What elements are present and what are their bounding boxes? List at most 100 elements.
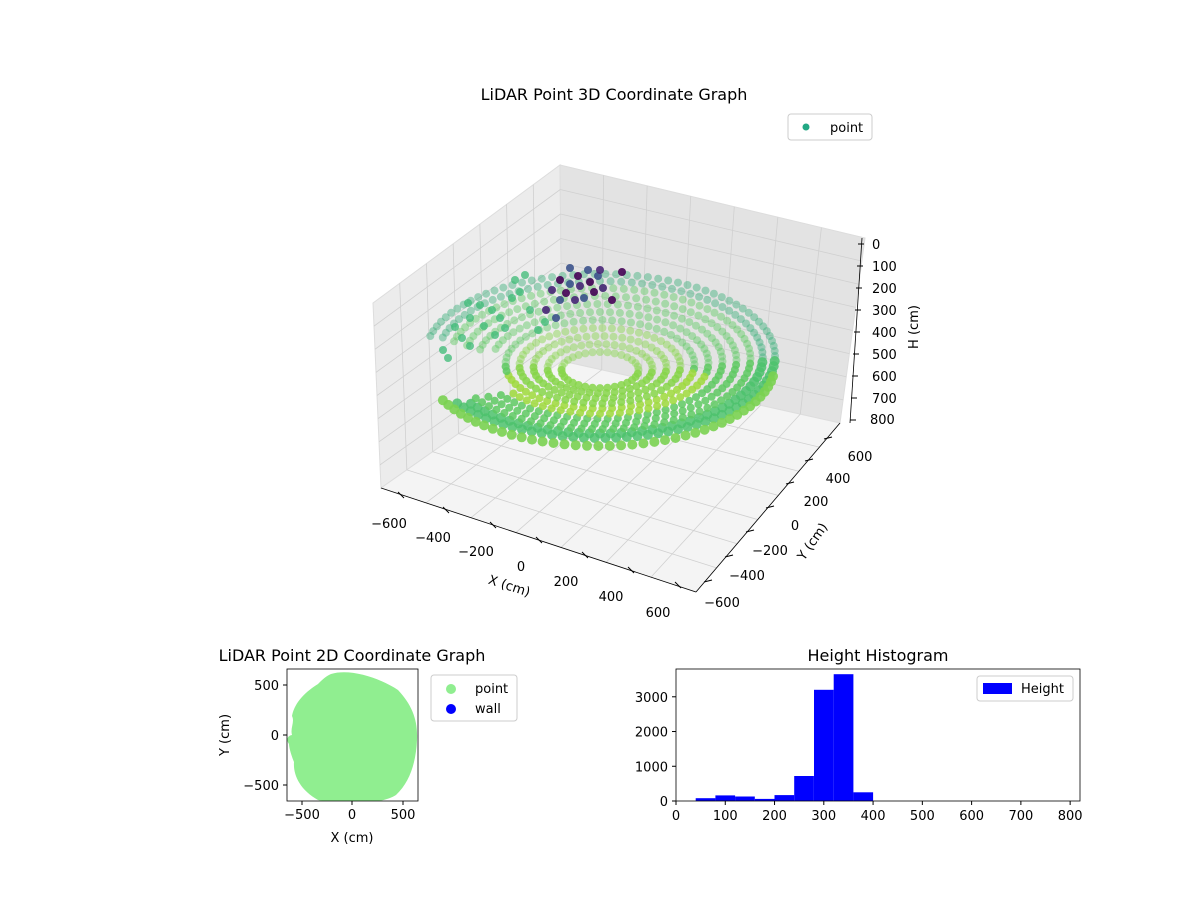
point-marker: [698, 389, 706, 398]
point-marker: [501, 358, 510, 366]
point-marker: [509, 328, 518, 337]
point-marker: [660, 290, 669, 299]
point-marker: [660, 435, 670, 446]
grid-line: [560, 238, 856, 308]
point-marker: [625, 384, 634, 393]
point-marker: [566, 309, 575, 318]
point-marker: [541, 318, 549, 326]
point-marker: [526, 342, 535, 351]
point-marker: [662, 382, 671, 391]
point-marker: [701, 315, 710, 324]
point-marker: [678, 295, 687, 304]
point-marker: [673, 385, 681, 394]
histogram-bar: [735, 796, 755, 801]
point-marker: [566, 264, 574, 272]
point-marker: [437, 395, 448, 406]
point-marker: [521, 387, 530, 396]
x-tick-label: −600: [371, 517, 407, 532]
chart-histogram: Height Histogram 0 100 200 300 400 500 600 700 8…: [635, 646, 1083, 824]
histogram-bar: [754, 798, 775, 801]
point-marker: [753, 333, 762, 342]
point-marker: [632, 346, 641, 355]
point-marker: [692, 321, 700, 330]
x-tick-mark: [489, 521, 497, 529]
point-marker: [441, 328, 450, 337]
point-marker: [714, 343, 723, 352]
point-marker: [673, 334, 681, 343]
point-marker: [664, 276, 673, 285]
point-marker: [606, 277, 615, 286]
point-marker: [458, 334, 466, 342]
y-tick-label: −600: [704, 596, 740, 611]
point-marker: [480, 322, 488, 330]
point-marker: [535, 350, 543, 359]
point-marker: [491, 344, 500, 353]
point-marker: [479, 420, 490, 431]
point-marker: [683, 281, 692, 289]
point-marker: [556, 276, 564, 284]
grid-line: [406, 469, 717, 569]
grid-line: [374, 213, 561, 350]
point-marker: [610, 341, 619, 349]
point-marker: [466, 342, 474, 350]
point-marker: [686, 308, 695, 317]
point-marker: [703, 329, 712, 338]
point-marker: [647, 343, 656, 352]
point-marker: [650, 389, 659, 398]
point-marker: [687, 298, 696, 307]
point-marker: [718, 352, 727, 361]
z-tick-label: 500: [872, 348, 897, 363]
point-marker: [730, 346, 739, 355]
point-marker: [506, 429, 517, 440]
point-marker: [570, 326, 579, 334]
point-marker: [682, 342, 691, 351]
point-marker: [608, 316, 617, 325]
x-tick-mark: [442, 506, 450, 514]
point-marker: [584, 266, 592, 274]
point-marker: [703, 403, 712, 412]
point-marker: [494, 340, 503, 349]
chart-3d-legend: point: [787, 113, 873, 141]
point-marker: [438, 333, 447, 342]
point-marker: [581, 349, 590, 358]
point-marker: [622, 293, 630, 302]
point-marker: [560, 359, 569, 368]
y-tick-mark: [785, 481, 795, 485]
point-marker: [626, 335, 635, 344]
point-marker: [530, 318, 539, 327]
point-marker: [650, 333, 659, 342]
histogram-bar: [833, 674, 854, 801]
point-marker: [522, 321, 531, 330]
point-marker: [631, 359, 640, 368]
point-marker: [515, 364, 524, 372]
point-marker: [488, 306, 496, 314]
point-marker: [609, 284, 618, 293]
point-marker: [577, 341, 586, 350]
point-marker: [687, 410, 696, 419]
z-tick-label: 800: [870, 413, 895, 428]
point-marker: [725, 296, 734, 305]
grid-line: [561, 311, 847, 378]
point-marker: [667, 344, 676, 353]
point-marker: [744, 308, 753, 317]
point-marker: [598, 324, 607, 332]
point-marker: [634, 388, 643, 397]
point-marker: [580, 294, 588, 302]
histogram-frame: [675, 668, 1081, 802]
point-marker: [539, 347, 548, 355]
point-marker: [660, 392, 669, 401]
point-marker: [644, 404, 653, 413]
x-tick-label: −200: [458, 545, 494, 560]
point-marker: [670, 433, 681, 443]
point-marker: [530, 299, 539, 308]
point-marker: [500, 409, 509, 417]
point-marker: [670, 403, 679, 412]
point-marker: [625, 344, 634, 353]
point-marker: [536, 289, 545, 298]
x-tick-mark: [627, 566, 635, 574]
point-marker: [490, 396, 499, 405]
x-tick-label: 500: [391, 808, 416, 823]
point-marker: [426, 332, 435, 340]
point-marker: [511, 276, 519, 284]
point-marker: [619, 284, 628, 293]
